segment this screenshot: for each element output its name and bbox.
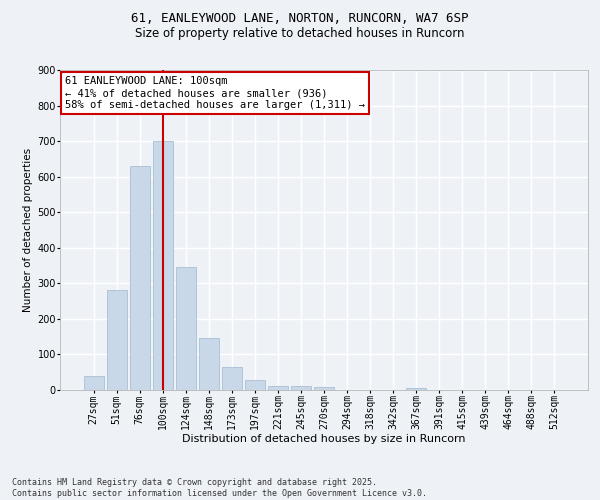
Bar (199, 338, 218, 390)
Bar (107, 290, 127, 390)
Bar (222, 367, 242, 390)
Text: Contains HM Land Registry data © Crown copyright and database right 2025.
Contai: Contains HM Land Registry data © Crown c… (12, 478, 427, 498)
Y-axis label: Number of detached properties: Number of detached properties (23, 148, 33, 312)
Bar (268, 386, 288, 390)
Bar (153, 141, 173, 390)
Text: 61, EANLEYWOOD LANE, NORTON, RUNCORN, WA7 6SP: 61, EANLEYWOOD LANE, NORTON, RUNCORN, WA… (131, 12, 469, 26)
Bar (130, 166, 149, 390)
Bar (176, 268, 196, 390)
Bar (245, 380, 265, 390)
Text: 61 EANLEYWOOD LANE: 100sqm
← 41% of detached houses are smaller (936)
58% of sem: 61 EANLEYWOOD LANE: 100sqm ← 41% of deta… (65, 76, 365, 110)
X-axis label: Distribution of detached houses by size in Runcorn: Distribution of detached houses by size … (182, 434, 466, 444)
Bar (84, 376, 104, 390)
Bar (291, 386, 311, 390)
Text: Size of property relative to detached houses in Runcorn: Size of property relative to detached ho… (135, 28, 465, 40)
Bar (314, 387, 334, 390)
Bar (406, 388, 426, 390)
